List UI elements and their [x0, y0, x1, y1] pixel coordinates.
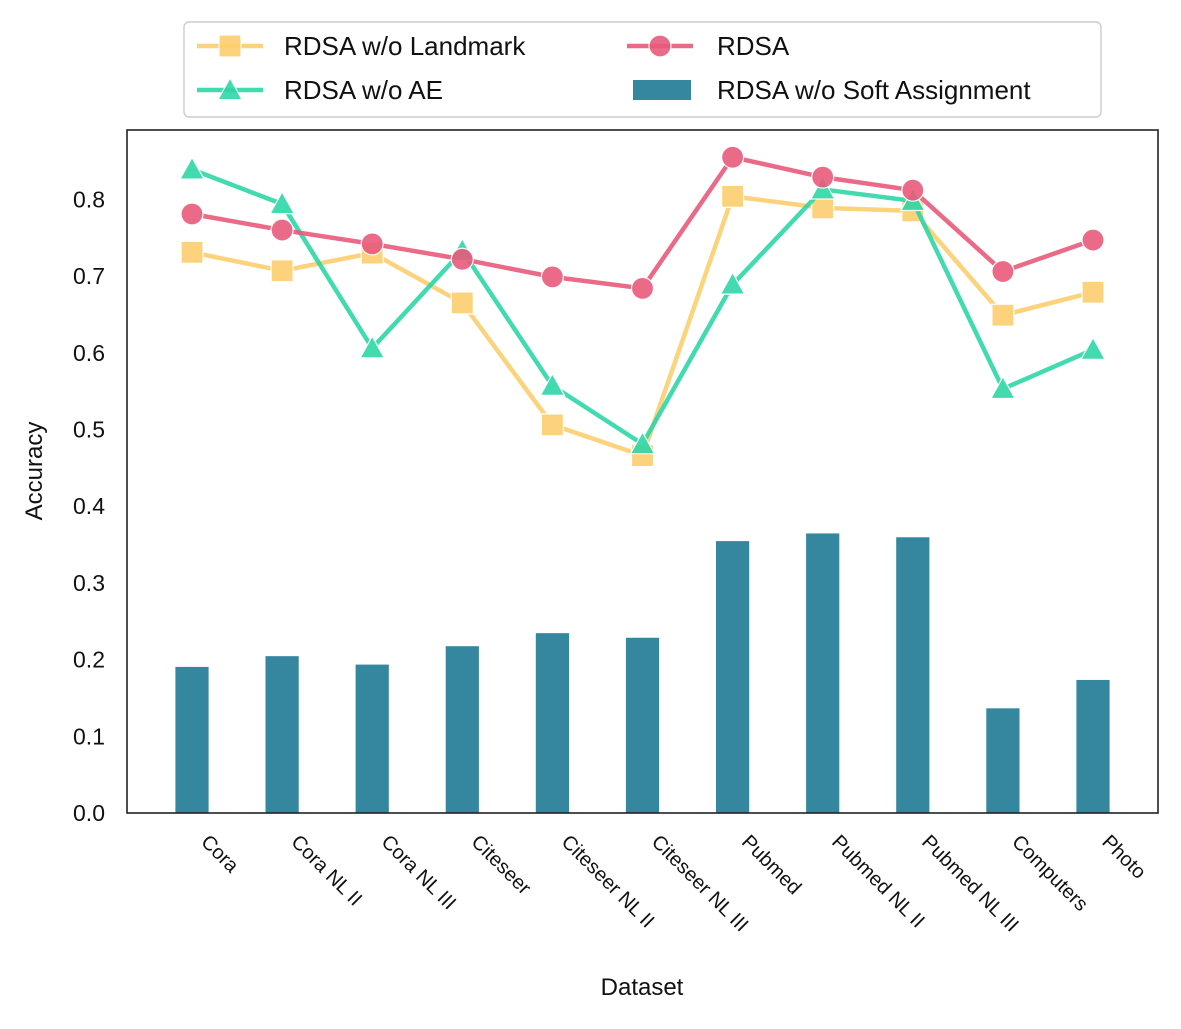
- marker-rdsa: [450, 247, 474, 271]
- x-tick-label: Citeseer NL III: [647, 831, 752, 936]
- plot-frame: [126, 129, 1159, 814]
- x-tick-label: Citeseer: [467, 831, 535, 899]
- bars-layer: [174, 532, 1111, 814]
- x-tick-label: Cora NL II: [287, 831, 366, 910]
- legend: RDSA w/o Landmark RDSA w/o AE RDSA RDSA w/o…: [183, 21, 1102, 118]
- x-tick-label: Pubmed: [737, 831, 805, 899]
- marker-rdsa-wo-ae: [539, 372, 566, 396]
- y-tick-label: 0.7: [73, 263, 105, 289]
- series-group: [180, 145, 1105, 300]
- x-tick-label: Computers: [1007, 831, 1092, 916]
- marker-rdsa: [180, 202, 204, 226]
- bar-soft-assignment: [444, 645, 480, 814]
- bar-soft-assignment: [715, 540, 750, 814]
- y-tick-label: 0.6: [73, 340, 105, 366]
- legend-label: RDSA w/o AE: [284, 75, 443, 105]
- lines-layer: [178, 145, 1107, 468]
- marker-rdsa: [540, 265, 565, 289]
- x-axis-title: Dataset: [601, 974, 684, 1001]
- series-group: [178, 156, 1107, 455]
- bar-soft-assignment: [1075, 679, 1111, 814]
- marker-rdsa-wo-ae: [719, 271, 746, 295]
- legend-label: RDSA w/o Soft Assignment: [717, 75, 1031, 105]
- bar-soft-assignment: [264, 655, 300, 814]
- bar-soft-assignment: [625, 636, 660, 814]
- marker-rdsa: [901, 178, 925, 202]
- marker-rdsa: [270, 218, 294, 242]
- y-axis-title: Accuracy: [21, 422, 48, 521]
- x-tick-label: Cora: [196, 831, 243, 878]
- bar-soft-assignment: [354, 663, 390, 814]
- x-axis: Cora Cora NL II Cora NL III Citeseer Citesee…: [196, 831, 1150, 936]
- marker-rdsa-wo-ae: [989, 375, 1016, 400]
- x-tick-label: Citeseer NL II: [557, 831, 658, 932]
- marker-rdsa: [991, 259, 1015, 284]
- legend-marker-swatch: [648, 34, 672, 58]
- y-tick-label: 0.2: [73, 647, 105, 673]
- legend-bar-swatch: [633, 80, 691, 100]
- y-tick-label: 0.5: [73, 417, 105, 443]
- marker-rdsa-wo-landmark: [450, 291, 474, 315]
- y-tick-label: 0.8: [73, 186, 105, 212]
- marker-rdsa-wo-ae: [1079, 336, 1107, 360]
- x-tick-label: Pubmed NL III: [917, 831, 1022, 936]
- marker-rdsa-wo-ae: [269, 190, 296, 215]
- marker-rdsa: [630, 276, 655, 300]
- y-tick-label: 0.4: [73, 493, 105, 519]
- marker-rdsa-wo-landmark: [270, 259, 294, 283]
- series-group: [180, 184, 1105, 468]
- y-axis: 0.0 0.1 0.2 0.3 0.4 0.5 0.6 0.7 0.8: [73, 186, 105, 826]
- x-tick-label: Cora NL III: [377, 831, 460, 914]
- legend-label: RDSA: [717, 31, 790, 61]
- x-tick-label: Pubmed NL II: [827, 831, 929, 933]
- marker-rdsa: [720, 145, 745, 169]
- bar-soft-assignment: [895, 536, 931, 814]
- marker-rdsa-wo-landmark: [991, 303, 1015, 327]
- marker-rdsa-wo-ae: [178, 156, 206, 180]
- legend-box: [183, 21, 1102, 118]
- marker-rdsa-wo-ae: [359, 334, 386, 359]
- bar-soft-assignment: [805, 532, 841, 814]
- line-rdsa-wo-ae: [191, 167, 1094, 447]
- marker-rdsa-wo-landmark: [1081, 280, 1105, 304]
- legend-marker-swatch: [218, 34, 242, 58]
- marker-rdsa-wo-landmark: [180, 240, 204, 264]
- legend-label: RDSA w/o Landmark: [284, 31, 526, 61]
- bar-soft-assignment: [174, 666, 210, 814]
- marker-rdsa-wo-landmark: [720, 184, 745, 208]
- legend-marker-swatch: [216, 76, 244, 101]
- line-rdsa: [191, 154, 1094, 291]
- y-tick-label: 0.3: [73, 570, 105, 596]
- x-tick-label: Photo: [1097, 831, 1150, 884]
- marker-rdsa: [1081, 228, 1105, 252]
- y-tick-label: 0.1: [73, 723, 105, 749]
- bar-soft-assignment: [985, 707, 1021, 814]
- bar-soft-assignment: [535, 632, 570, 814]
- marker-rdsa-wo-landmark: [540, 413, 565, 437]
- marker-rdsa-wo-ae: [629, 430, 656, 455]
- marker-rdsa: [811, 165, 835, 189]
- y-tick-label: 0.0: [73, 800, 105, 826]
- marker-rdsa: [360, 232, 384, 256]
